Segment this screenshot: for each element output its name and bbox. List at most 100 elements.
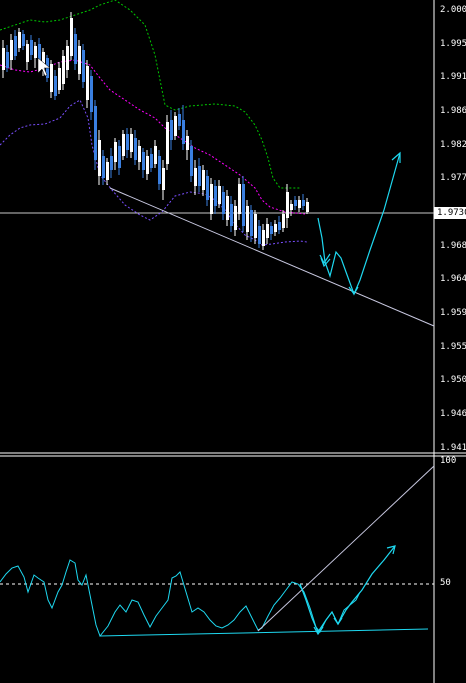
candle-body: [54, 76, 57, 96]
candle-body: [74, 34, 77, 64]
arrow-tip-icon: [391, 151, 401, 163]
price-axis-label: 1.9820: [440, 140, 466, 150]
candle-body: [306, 202, 309, 212]
candle-body: [6, 52, 9, 68]
candle-body: [258, 226, 261, 244]
candle-body: [66, 46, 69, 70]
candle-body: [230, 204, 233, 226]
candle-body: [150, 154, 153, 168]
candle-body: [242, 184, 245, 226]
candlesticks: [2, 12, 309, 250]
candle-body: [174, 116, 177, 136]
price-axis-label: 1.9685: [440, 241, 466, 251]
candle-body: [86, 66, 89, 100]
upper-band: [0, 0, 300, 189]
oscillator-resistance-line[interactable]: [257, 465, 435, 632]
candle-body: [78, 46, 81, 74]
oscillator-label-100: 100: [440, 456, 457, 466]
candle-body: [222, 192, 225, 214]
candle-body: [166, 122, 169, 164]
price-axis-label: 1.9865: [440, 106, 466, 116]
lower-band: [0, 99, 308, 246]
candle-body: [278, 222, 281, 230]
candle-body: [90, 76, 93, 112]
price-axis-label: 1.9955: [440, 39, 466, 49]
price-axis-label: 1.9505: [440, 375, 466, 385]
current-price-label: 1.9730: [434, 207, 466, 219]
price-axis-label: 1.9415: [440, 443, 466, 453]
candle-body: [110, 156, 113, 170]
candle-body: [214, 186, 217, 206]
candle-body: [82, 50, 85, 82]
candle-body: [70, 18, 73, 56]
candle-body: [266, 224, 269, 238]
oscillator-projection-arrow[interactable]: [299, 545, 396, 634]
candle-body: [270, 226, 273, 234]
candle-body: [186, 136, 189, 150]
arrow-tip-icon-2: [320, 257, 359, 296]
candle-body: [262, 230, 265, 246]
candle-body: [246, 206, 249, 232]
candle-body: [38, 44, 41, 60]
candle-body: [22, 34, 25, 46]
candle-body: [58, 68, 61, 90]
candle-body: [294, 200, 297, 206]
candle-body: [254, 214, 257, 238]
price-projection-arrow[interactable]: [317, 152, 401, 296]
candle-body: [282, 214, 285, 228]
candle-body: [138, 146, 141, 162]
oscillator-arrow-down-icon: [313, 617, 343, 636]
candle-body: [30, 40, 33, 55]
oscillator-label-50: 50: [440, 578, 451, 588]
candle-body: [98, 140, 101, 176]
candle-body: [162, 168, 165, 190]
candle-body: [298, 200, 301, 208]
candle-body: [178, 114, 181, 126]
price-axis-label: 1.9775: [440, 173, 466, 183]
candle-body: [198, 166, 201, 186]
candle-body: [238, 184, 241, 214]
candle-body: [126, 134, 129, 150]
candle-body: [14, 36, 17, 56]
price-projection-arrowheads: [319, 253, 331, 265]
candle-body: [114, 142, 117, 162]
candle-body: [94, 106, 97, 160]
candle-body: [10, 40, 13, 60]
price-trendline[interactable]: [109, 187, 435, 327]
price-axis-label: 1.9640: [440, 274, 466, 284]
candle-body: [194, 168, 197, 186]
candle-body: [26, 44, 29, 62]
candle-body: [154, 146, 157, 164]
price-axis-label: 1.9910: [440, 72, 466, 82]
candle-body: [130, 134, 133, 152]
candle-body: [18, 32, 21, 48]
candle-body: [102, 156, 105, 178]
oscillator-arrow-tip-icon: [386, 545, 396, 555]
candle-body: [190, 146, 193, 176]
oscillator-trendline[interactable]: [99, 628, 429, 637]
candle-body: [62, 56, 65, 84]
candle-body: [290, 204, 293, 210]
candle-body: [34, 46, 37, 58]
price-axis-label: 1.9460: [440, 409, 466, 419]
candle-body: [218, 186, 221, 204]
candle-body: [2, 48, 5, 70]
candle-body: [206, 176, 209, 200]
candle-body: [234, 206, 237, 230]
candle-body: [210, 184, 213, 214]
candle-body: [182, 120, 185, 144]
candle-body: [50, 64, 53, 92]
candle-body: [142, 152, 145, 170]
price-axis-label: 2.0000: [440, 5, 466, 15]
middle-band: [0, 59, 306, 215]
candle-body: [286, 192, 289, 218]
candle-body: [170, 120, 173, 140]
candle-body: [202, 170, 205, 190]
candle-body: [250, 210, 253, 236]
price-axis-label: 1.9550: [440, 342, 466, 352]
candle-body: [226, 196, 229, 220]
candle-body: [134, 138, 137, 160]
candle-body: [302, 200, 305, 206]
mouse-cursor-icon: [37, 57, 51, 77]
